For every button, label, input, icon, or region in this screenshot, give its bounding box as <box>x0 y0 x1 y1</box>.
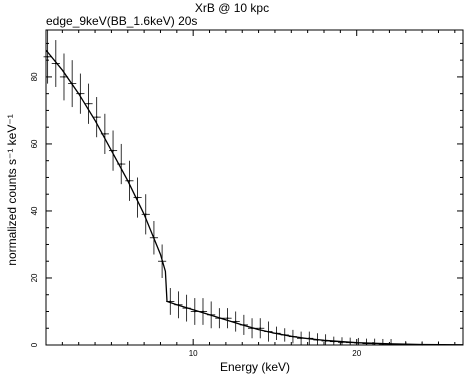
tick-labels: 10 20 0 20 40 60 80 <box>30 72 362 358</box>
data-points <box>46 55 440 346</box>
data-point <box>79 92 82 95</box>
data-point <box>87 102 90 105</box>
data-point <box>128 179 131 182</box>
data-point <box>144 213 147 216</box>
data-point <box>63 76 65 78</box>
data-point <box>259 327 262 330</box>
axis-ticks <box>45 30 463 346</box>
chart-title: XrB @ 10 kpc <box>194 1 270 15</box>
x-axis-label: Energy (keV) <box>219 360 291 374</box>
y-tick-label: 0 <box>30 342 39 347</box>
x-tick-label: 10 <box>189 349 198 358</box>
y-tick-label: 20 <box>30 273 39 282</box>
data-point <box>234 320 237 323</box>
y-tick-label: 60 <box>30 139 39 148</box>
data-point <box>202 310 204 313</box>
data-point <box>136 196 139 199</box>
data-point <box>46 55 49 58</box>
y-tick-label: 80 <box>30 72 39 81</box>
data-point <box>95 116 98 119</box>
data-point <box>120 163 123 165</box>
data-point <box>103 132 106 135</box>
y-axis-label: normalized counts s⁻¹ keV⁻¹ <box>5 114 19 266</box>
model-line <box>45 49 464 346</box>
x-tick-label: 20 <box>352 349 361 358</box>
data-point <box>112 149 114 152</box>
plot-axes <box>45 29 464 346</box>
data-errorbars <box>43 30 443 346</box>
y-tick-label: 40 <box>30 206 39 215</box>
model-curve <box>45 49 464 346</box>
plot-frame <box>45 29 464 346</box>
data-point <box>226 317 229 320</box>
chart-subtitle: edge_9keV(BB_1.6keV) 20s <box>46 14 198 28</box>
